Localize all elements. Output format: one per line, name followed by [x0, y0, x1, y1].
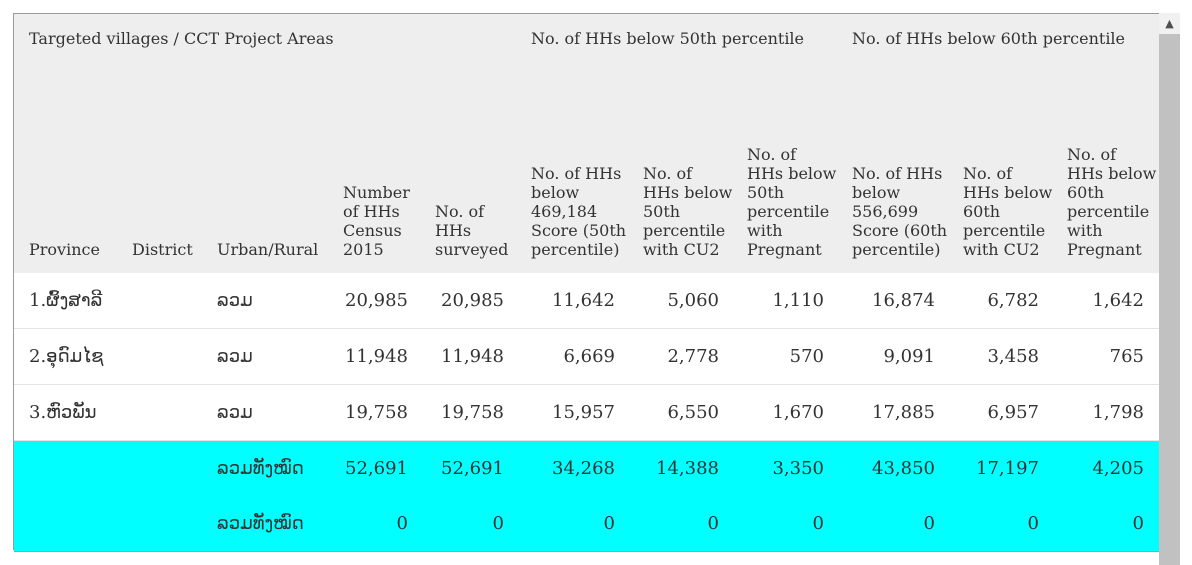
table-row: 1.ຜົ້ງສາລີ ລວມ 20,985 20,985 11,642 5,06… — [14, 273, 1160, 329]
cell-census-2015: 0 — [396, 513, 408, 534]
cell-below-50th: 15,957 — [552, 402, 615, 423]
cell-60th-pregnant: 1,798 — [1092, 402, 1144, 423]
total-row: ລວມທັງໝົດ 0 0 0 0 0 0 0 0 — [14, 496, 1160, 552]
total-row: ລວມທັງໝົດ 52,691 52,691 34,268 14,388 3,… — [14, 441, 1160, 497]
group-header-targeted: Targeted villages / CCT Project Areas — [29, 29, 334, 48]
cell-urban-rural: ລວມທັງໝົດ — [217, 513, 304, 534]
col-header-60th-pregnant: No. of HHs below 60th percentile with Pr… — [1067, 145, 1157, 259]
cell-50th-cu2: 0 — [707, 513, 719, 534]
col-header-census-2015: Number of HHs Census 2015 — [343, 183, 410, 259]
cell-below-50th: 0 — [603, 513, 615, 534]
header-group-row: Targeted villages / CCT Project Areas No… — [14, 14, 1160, 68]
table-row: 2.ອຸດົມໄຊ ລວມ 11,948 11,948 6,669 2,778 … — [14, 329, 1160, 385]
cell-60th-pregnant: 4,205 — [1092, 458, 1144, 479]
col-header-50th-pregnant: No. of HHs below 50th percentile with Pr… — [747, 145, 837, 259]
col-header-below-469184: No. of HHs below 469,184 Score (50th per… — [531, 164, 627, 259]
cell-below-60th: 17,885 — [872, 402, 935, 423]
col-header-province: Province — [29, 240, 100, 259]
cell-urban-rural: ລວມທັງໝົດ — [217, 458, 304, 479]
cell-below-50th: 11,642 — [552, 290, 615, 311]
vertical-scrollbar[interactable]: ▲ — [1159, 13, 1180, 565]
table-header — [14, 14, 1160, 273]
col-header-urban-rural: Urban/Rural — [217, 240, 319, 259]
cell-below-50th: 6,669 — [563, 346, 615, 367]
cell-urban-rural: ລວມ — [217, 346, 253, 367]
cell-50th-cu2: 5,060 — [667, 290, 719, 311]
cell-50th-pregnant: 1,110 — [772, 290, 824, 311]
cell-50th-pregnant: 570 — [789, 346, 824, 367]
cell-surveyed: 11,948 — [441, 346, 504, 367]
cell-50th-pregnant: 1,670 — [772, 402, 824, 423]
cell-below-60th: 0 — [923, 513, 935, 534]
cell-surveyed: 20,985 — [441, 290, 504, 311]
group-header-below-50th: No. of HHs below 50th percentile — [531, 29, 805, 48]
cell-surveyed: 19,758 — [441, 402, 504, 423]
cell-surveyed: 0 — [492, 513, 504, 534]
data-table: Targeted villages / CCT Project Areas No… — [13, 13, 1161, 552]
cell-60th-cu2: 0 — [1027, 513, 1039, 534]
col-header-below-556699: No. of HHs below 556,699 Score (60th per… — [852, 164, 948, 259]
group-header-below-60th: No. of HHs below 60th percentile — [852, 29, 1126, 48]
cell-60th-cu2: 3,458 — [987, 346, 1039, 367]
cell-census-2015: 52,691 — [345, 458, 408, 479]
cell-50th-cu2: 2,778 — [667, 346, 719, 367]
table-row: 3.ຫົວພັນ ລວມ 19,758 19,758 15,957 6,550 … — [14, 385, 1160, 441]
cell-urban-rural: ລວມ — [217, 402, 253, 423]
scrollbar-thumb[interactable] — [1159, 34, 1180, 565]
cell-60th-pregnant: 0 — [1132, 513, 1144, 534]
cell-census-2015: 19,758 — [345, 402, 408, 423]
cell-census-2015: 20,985 — [345, 290, 408, 311]
cell-60th-cu2: 6,782 — [987, 290, 1039, 311]
cell-below-60th: 9,091 — [883, 346, 935, 367]
cell-below-50th: 34,268 — [552, 458, 615, 479]
header-column-row: Province District Urban/Rural Number of … — [14, 68, 1160, 273]
cell-below-60th: 43,850 — [872, 458, 935, 479]
cell-below-60th: 16,874 — [872, 290, 935, 311]
cell-province: 1.ຜົ້ງສາລີ — [29, 290, 103, 311]
cell-60th-pregnant: 1,642 — [1092, 290, 1144, 311]
chevron-up-icon[interactable]: ▲ — [1165, 17, 1174, 30]
cell-60th-cu2: 6,957 — [987, 402, 1039, 423]
cell-60th-pregnant: 765 — [1109, 346, 1144, 367]
col-header-50th-cu2: No. of HHs below 50th percentile with CU… — [643, 164, 733, 259]
cell-province: 2.ອຸດົມໄຊ — [29, 346, 104, 367]
cell-urban-rural: ລວມ — [217, 290, 253, 311]
cell-surveyed: 52,691 — [441, 458, 504, 479]
col-header-district: District — [132, 240, 193, 259]
cell-50th-cu2: 14,388 — [656, 458, 719, 479]
cell-50th-pregnant: 3,350 — [772, 458, 824, 479]
col-header-surveyed: No. of HHs surveyed — [435, 202, 509, 259]
cell-60th-cu2: 17,197 — [976, 458, 1039, 479]
cell-50th-pregnant: 0 — [812, 513, 824, 534]
cell-50th-cu2: 6,550 — [667, 402, 719, 423]
cell-province: 3.ຫົວພັນ — [29, 402, 97, 423]
cell-census-2015: 11,948 — [345, 346, 408, 367]
col-header-60th-cu2: No. of HHs below 60th percentile with CU… — [963, 164, 1053, 259]
